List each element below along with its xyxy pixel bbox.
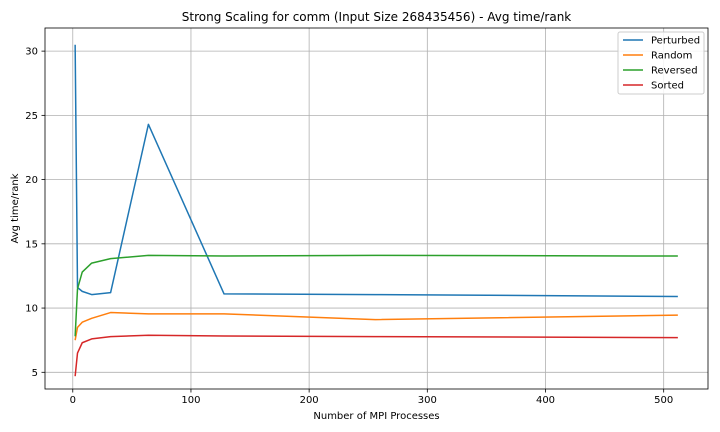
- y-axis-label: Avg time/rank: [10, 173, 21, 243]
- legend: Perturbed Random Reversed Sorted: [617, 31, 705, 95]
- y-tick-label: 25: [25, 111, 38, 122]
- legend-label-sorted: Sorted: [651, 81, 684, 92]
- legend-label-reversed: Reversed: [651, 66, 698, 77]
- series-line-sorted: [74, 334, 678, 377]
- series-line-random: [74, 311, 678, 341]
- y-tick-label: 30: [25, 47, 38, 58]
- chart-title: Strong Scaling for comm (Input Size 2684…: [182, 10, 572, 24]
- x-axis-label: Number of MPI Processes: [313, 411, 439, 422]
- x-tick-label: 200: [300, 395, 319, 406]
- series-lines: [74, 44, 678, 377]
- plot-frame: [44, 27, 709, 390]
- legend-label-random: Random: [651, 51, 692, 62]
- y-tick-label: 20: [25, 175, 38, 186]
- series-line-perturbed: [74, 44, 678, 298]
- legend-label-perturbed: Perturbed: [651, 36, 700, 47]
- x-tick-label: 400: [536, 395, 555, 406]
- x-tick-label: 100: [181, 395, 200, 406]
- x-tick-label: 500: [654, 395, 673, 406]
- axis-ticks: 0 100 200 300 400 500 5 10 15 20 25 30: [25, 47, 673, 406]
- series-line-reversed: [74, 254, 678, 337]
- legend-box: [617, 31, 705, 95]
- y-tick-label: 10: [25, 304, 38, 315]
- y-tick-label: 15: [25, 239, 38, 250]
- x-tick-label: 0: [70, 395, 76, 406]
- x-tick-label: 300: [418, 395, 437, 406]
- y-tick-label: 5: [32, 368, 38, 379]
